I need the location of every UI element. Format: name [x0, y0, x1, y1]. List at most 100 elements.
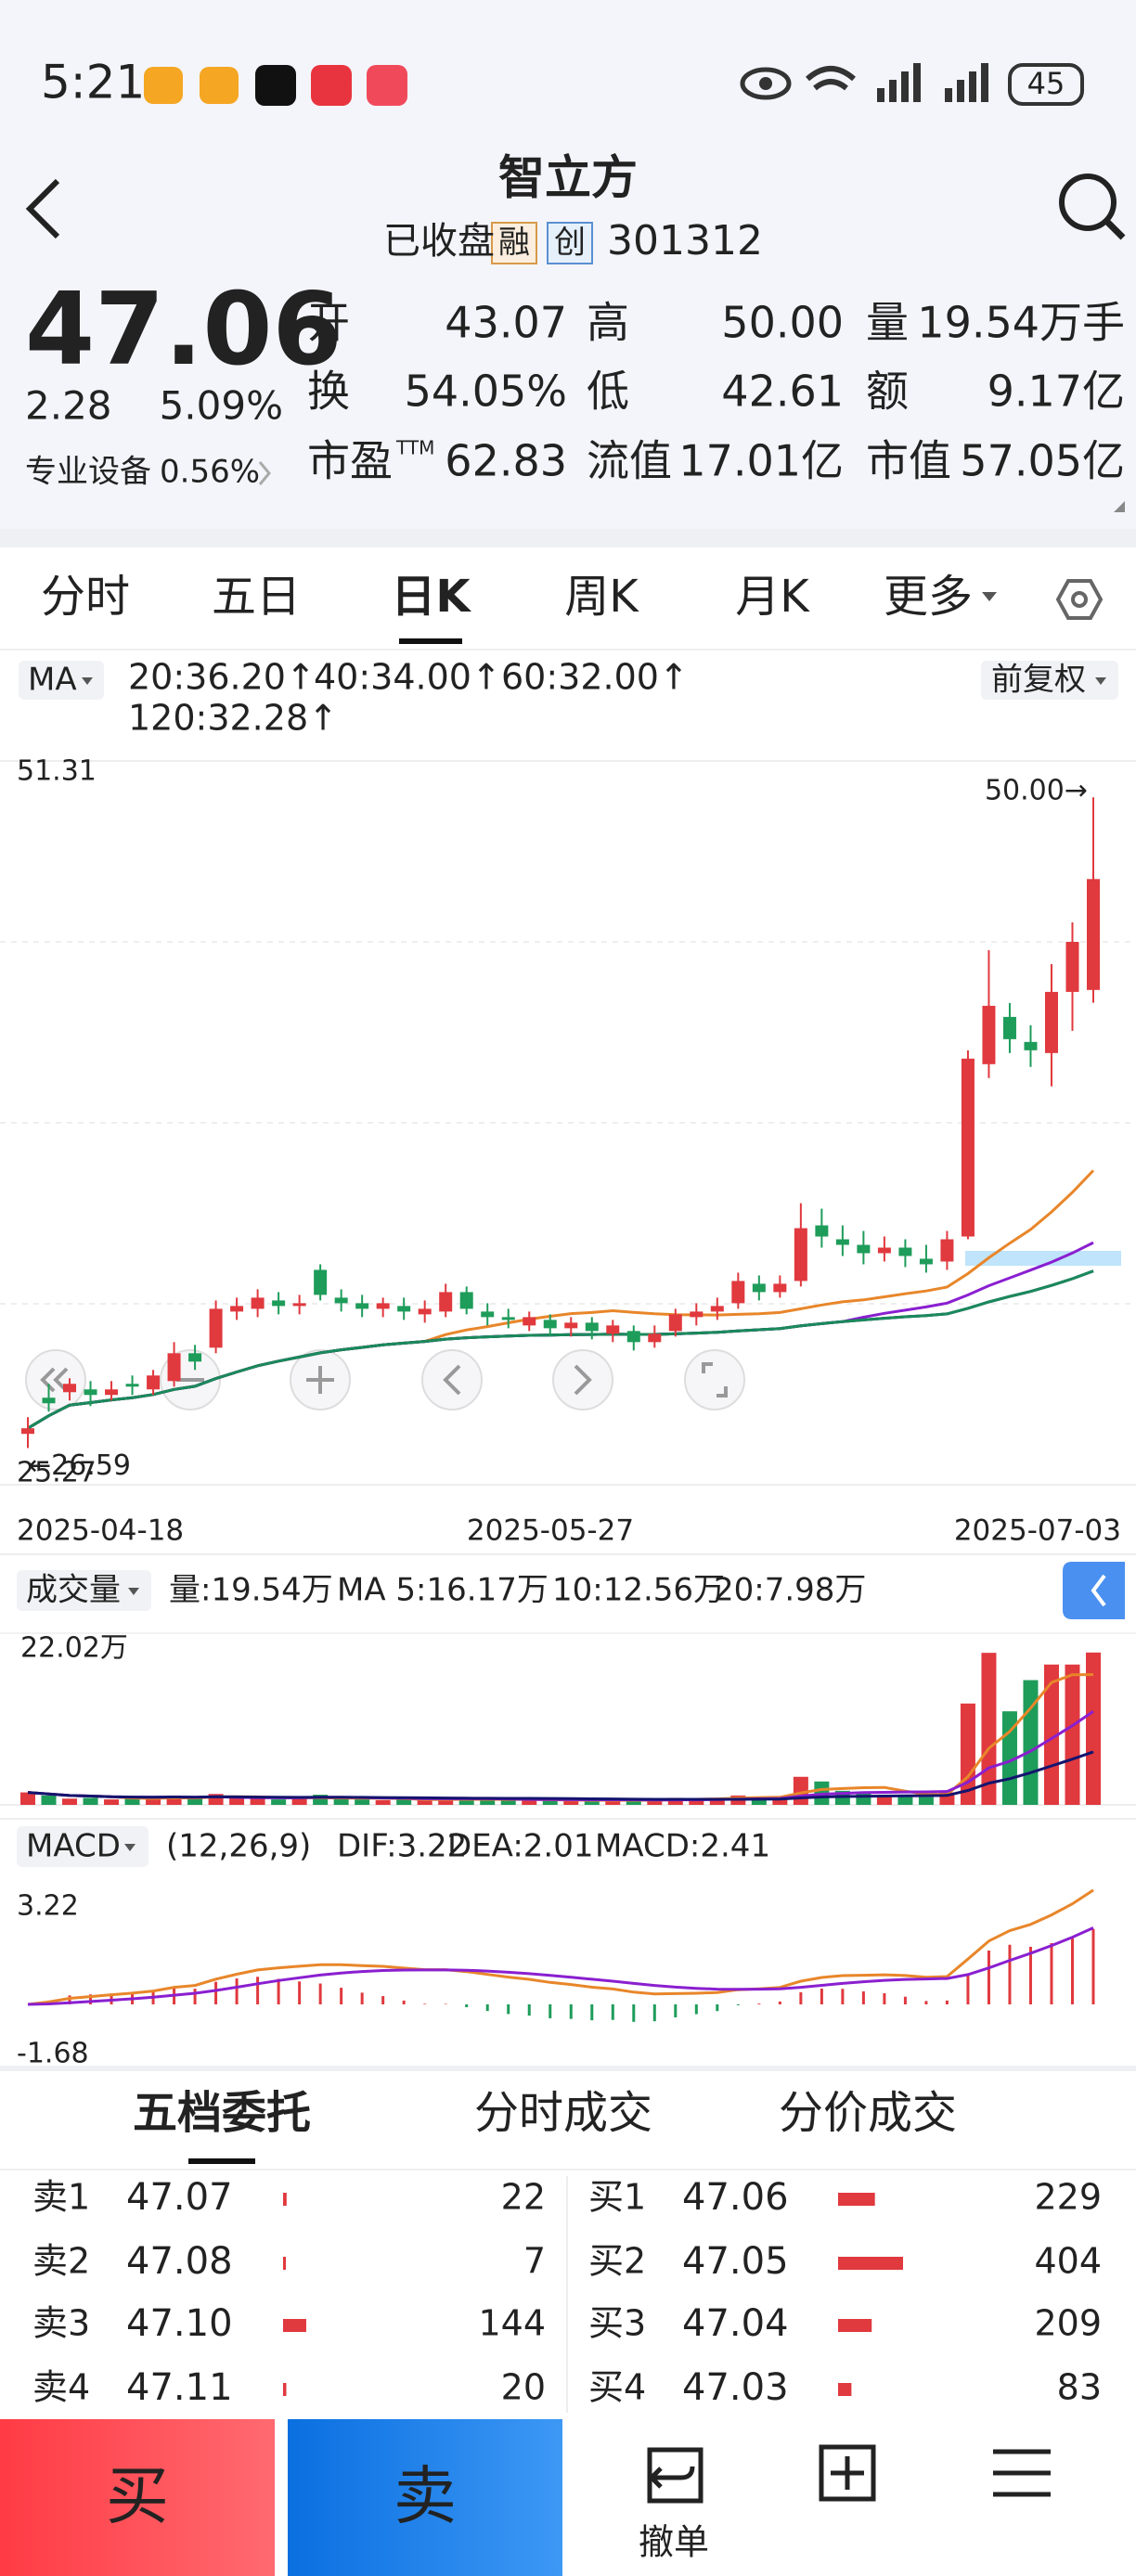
- field-value: 19.54万手: [917, 298, 1125, 348]
- candle-body: [147, 1375, 161, 1390]
- volume-bar: [291, 1798, 307, 1805]
- cancel-icon[interactable]: [647, 2447, 704, 2504]
- order-level: 卖4: [32, 2367, 90, 2408]
- candle-body: [1065, 942, 1079, 992]
- candle-body: [543, 1320, 557, 1329]
- ma-legend: 40:34.00↑: [314, 657, 501, 698]
- field-value: 50.00: [721, 298, 844, 348]
- indicator-selector[interactable]: MA: [28, 662, 77, 699]
- volume-bar: [605, 1799, 621, 1805]
- period-tab[interactable]: 周K: [564, 571, 639, 623]
- volume-box[interactable]: [17, 1570, 151, 1611]
- volume-legend: 20:7.98万: [714, 1572, 866, 1609]
- volume-bar: [124, 1798, 140, 1805]
- volume-bar: [667, 1797, 683, 1805]
- volume-bar: [20, 1792, 35, 1805]
- volume-bar: [62, 1798, 78, 1805]
- period-tab[interactable]: 分时: [41, 571, 130, 623]
- order-bar: [283, 2193, 287, 2206]
- volume-bar: [772, 1796, 788, 1805]
- candle-body: [564, 1322, 578, 1329]
- order-volume: 20: [501, 2367, 546, 2408]
- candle-body: [84, 1389, 97, 1396]
- sell-label: 卖: [394, 2461, 457, 2534]
- order-level: 卖1: [32, 2177, 90, 2218]
- order-level: 卖2: [32, 2241, 90, 2282]
- volume-bar: [480, 1799, 496, 1805]
- order-level: 卖3: [32, 2303, 90, 2344]
- menu-icon[interactable]: [993, 2449, 1051, 2497]
- candle-body: [1002, 1016, 1016, 1039]
- period-tab[interactable]: 日K: [391, 571, 471, 623]
- volume-bar: [647, 1799, 663, 1805]
- adjust-selector[interactable]: 前复权: [991, 662, 1086, 699]
- y-tick-label: 25.27: [17, 1457, 97, 1489]
- chevron: [258, 461, 271, 485]
- zoom-icons: [40, 1362, 728, 1397]
- change: 2.28: [25, 383, 112, 429]
- candle-body: [794, 1228, 807, 1282]
- volume-ma-line: [27, 1673, 1094, 1802]
- candle-body: [167, 1353, 181, 1382]
- candle-body: [835, 1239, 849, 1245]
- volume-ma-line: [27, 1750, 1094, 1801]
- market-status: 已收盘: [383, 220, 495, 263]
- order-tab[interactable]: 分时成交: [474, 2087, 652, 2139]
- sell-button[interactable]: [288, 2419, 562, 2576]
- volume-bar: [313, 1795, 329, 1805]
- volume-selector[interactable]: 成交量: [26, 1572, 121, 1609]
- period-tab[interactable]: 更多: [884, 571, 973, 623]
- adjust-box[interactable]: [981, 661, 1118, 700]
- candle-body: [731, 1281, 745, 1304]
- separator: [0, 2066, 1136, 2071]
- volume-ma-line: [27, 1710, 1094, 1802]
- buy-button[interactable]: [0, 2419, 275, 2576]
- add-icon[interactable]: [819, 2444, 876, 2502]
- period-tab[interactable]: 五日: [212, 571, 301, 623]
- ma-legend: 20:36.20↑: [128, 657, 316, 698]
- clock: 5:21: [41, 56, 145, 109]
- volume-bar: [1065, 1664, 1080, 1805]
- tag-box: [491, 222, 537, 264]
- search-button[interactable]: [1059, 174, 1126, 240]
- order-level: 买1: [588, 2177, 646, 2218]
- candle-body: [334, 1297, 348, 1304]
- field-value: 9.17亿: [988, 367, 1125, 417]
- candle-body: [752, 1283, 766, 1293]
- macd-selector[interactable]: MACD: [26, 1828, 121, 1865]
- volume-legend: MA 5:16.17万: [337, 1572, 549, 1609]
- candle-body: [355, 1303, 369, 1309]
- buy-label: 买: [106, 2461, 169, 2534]
- candle-body: [501, 1317, 515, 1320]
- volume-bar: [208, 1794, 224, 1805]
- candle-body: [272, 1300, 286, 1307]
- candle-body: [292, 1303, 306, 1307]
- order-volume: 404: [1034, 2241, 1102, 2282]
- candle-body: [648, 1333, 662, 1343]
- order-tab[interactable]: 分价成交: [779, 2087, 957, 2139]
- settings-button[interactable]: [1055, 579, 1104, 620]
- candle-body: [815, 1225, 829, 1237]
- volume-bar: [500, 1799, 516, 1805]
- candle-body: [773, 1283, 787, 1293]
- order-volume: 7: [523, 2241, 546, 2282]
- ma-box[interactable]: [19, 661, 104, 700]
- order-price: 47.04: [682, 2302, 789, 2345]
- volume-bar: [271, 1799, 287, 1805]
- order-tab[interactable]: 五档委托: [133, 2087, 311, 2139]
- candle-body: [251, 1297, 265, 1309]
- order-price: 47.11: [126, 2366, 233, 2409]
- collapse-icon: [1091, 1574, 1106, 1607]
- field-label: 开: [307, 298, 350, 348]
- y-tick-label: -1.68: [17, 2038, 89, 2070]
- candle-body: [481, 1311, 495, 1318]
- macd-legend: DEA:2.01: [447, 1828, 593, 1865]
- zoom-controls: [25, 1349, 745, 1410]
- candle-body: [710, 1306, 724, 1312]
- back-button[interactable]: [25, 178, 60, 239]
- macd-box[interactable]: [17, 1826, 148, 1867]
- period-tab[interactable]: 月K: [735, 571, 810, 623]
- candle-body: [314, 1269, 328, 1295]
